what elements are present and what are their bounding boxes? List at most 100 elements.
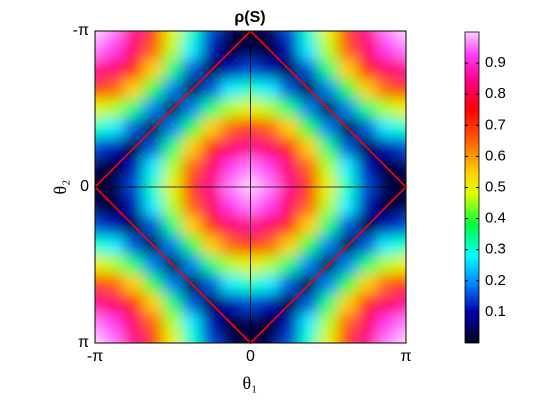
heat-cell bbox=[395, 40, 406, 61]
heat-cell bbox=[376, 274, 397, 295]
heat-cell bbox=[259, 157, 281, 178]
heat-cell bbox=[337, 157, 358, 178]
heat-cell bbox=[395, 235, 406, 256]
heat-cell bbox=[376, 118, 397, 139]
heat-cell bbox=[95, 196, 106, 217]
heat-cell bbox=[104, 254, 125, 276]
heat-cell bbox=[95, 118, 106, 139]
heat-cell bbox=[259, 215, 281, 237]
heat-cell bbox=[395, 157, 406, 178]
heat-cell bbox=[95, 79, 106, 100]
heat-cell bbox=[318, 235, 339, 256]
chart-title: ρ(S) bbox=[234, 9, 265, 26]
heat-cell bbox=[356, 274, 378, 295]
heat-cell bbox=[376, 59, 397, 81]
heat-cell bbox=[376, 40, 397, 61]
x-tick-label: π bbox=[400, 348, 411, 365]
heat-cell bbox=[143, 313, 164, 334]
heat-cell bbox=[318, 31, 339, 42]
colorbar-tick-label: 0.6 bbox=[485, 147, 506, 164]
heat-cell bbox=[162, 31, 183, 42]
heat-cell bbox=[298, 196, 320, 217]
heat-cell bbox=[123, 274, 145, 295]
heat-cell bbox=[337, 313, 358, 334]
heat-cell bbox=[95, 313, 106, 334]
heat-cell bbox=[162, 196, 183, 217]
heat-cell bbox=[143, 79, 164, 100]
heat-cell bbox=[279, 157, 300, 178]
heat-cell bbox=[337, 31, 358, 42]
heat-cell bbox=[123, 40, 145, 61]
heat-cell bbox=[337, 40, 358, 61]
heat-cell bbox=[95, 59, 106, 81]
heat-cell bbox=[279, 40, 300, 61]
heat-cell bbox=[220, 215, 242, 237]
heat-cell bbox=[95, 137, 106, 159]
heat-cell bbox=[318, 215, 339, 237]
heat-cell bbox=[104, 235, 125, 256]
heat-cell bbox=[220, 293, 242, 315]
heat-cell bbox=[162, 235, 183, 256]
y-tick-label: 0 bbox=[80, 178, 89, 195]
heat-cell bbox=[123, 59, 145, 81]
heat-cell bbox=[298, 313, 320, 334]
heat-cell bbox=[259, 98, 281, 120]
heat-cell bbox=[376, 98, 397, 120]
heat-cell bbox=[376, 293, 397, 315]
heat-cell bbox=[181, 254, 203, 276]
heat-cell bbox=[162, 274, 183, 295]
heat-cell bbox=[318, 40, 339, 61]
heat-cell bbox=[220, 137, 242, 159]
heat-cell bbox=[318, 118, 339, 139]
heat-cell bbox=[395, 31, 406, 42]
heat-cell bbox=[220, 118, 242, 139]
heat-cell bbox=[201, 254, 222, 276]
x-axis-label: θ₁ bbox=[243, 373, 258, 393]
heat-cell bbox=[201, 31, 222, 42]
heat-cell bbox=[279, 98, 300, 120]
heat-cell bbox=[123, 157, 145, 178]
heat-cell bbox=[143, 293, 164, 315]
heat-cell bbox=[337, 215, 358, 237]
heat-cell bbox=[201, 157, 222, 178]
heat-cell bbox=[95, 215, 106, 237]
heat-cell bbox=[337, 196, 358, 217]
heat-cell bbox=[181, 31, 203, 42]
heat-cell bbox=[337, 332, 358, 343]
heat-cell bbox=[201, 274, 222, 295]
heat-cell bbox=[259, 59, 281, 81]
heat-cell bbox=[201, 118, 222, 139]
heat-cell bbox=[356, 293, 378, 315]
heat-cell bbox=[104, 118, 125, 139]
colorbar-tick-label: 0.3 bbox=[485, 241, 506, 258]
heat-cell bbox=[376, 332, 397, 343]
heat-cell bbox=[279, 215, 300, 237]
heat-cell bbox=[356, 40, 378, 61]
heat-cell bbox=[143, 137, 164, 159]
heat-cell bbox=[143, 274, 164, 295]
heat-cell bbox=[162, 215, 183, 237]
heat-cell bbox=[220, 157, 242, 178]
heat-cell bbox=[143, 98, 164, 120]
heat-cell bbox=[279, 274, 300, 295]
heat-cell bbox=[201, 79, 222, 100]
heat-cell bbox=[356, 98, 378, 120]
heat-cell bbox=[259, 79, 281, 100]
heat-cell bbox=[95, 98, 106, 120]
heat-cell bbox=[259, 235, 281, 256]
heat-cell bbox=[104, 332, 125, 343]
colorbar-tick-label: 0.4 bbox=[485, 210, 506, 227]
heat-cell bbox=[298, 157, 320, 178]
heat-cell bbox=[298, 59, 320, 81]
heat-cell bbox=[95, 293, 106, 315]
heat-cell bbox=[259, 332, 281, 343]
heat-cell bbox=[259, 274, 281, 295]
heat-cell bbox=[318, 59, 339, 81]
heat-cell bbox=[298, 215, 320, 237]
heat-cell bbox=[220, 274, 242, 295]
heat-cell bbox=[298, 98, 320, 120]
heat-cell bbox=[356, 332, 378, 343]
heat-cell bbox=[298, 137, 320, 159]
heat-cell bbox=[395, 59, 406, 81]
